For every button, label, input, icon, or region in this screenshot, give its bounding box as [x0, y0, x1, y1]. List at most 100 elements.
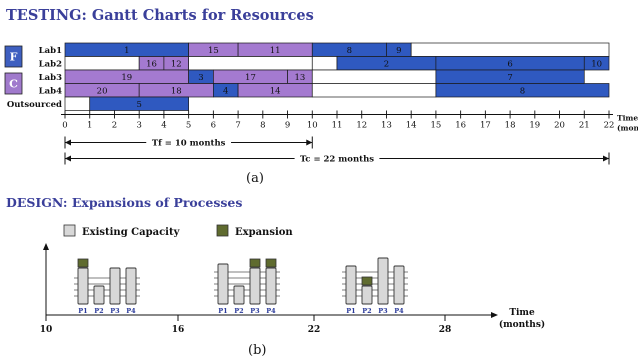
time-tick-label: 16: [172, 325, 185, 335]
gantt-bar-label: 18: [171, 87, 182, 97]
x-tick-label: 10: [307, 121, 318, 131]
gantt-bar-label: 16: [146, 60, 157, 70]
span-arrow-left: [65, 155, 71, 162]
gantt-bar-label: 14: [270, 87, 281, 97]
legend-existing-label: Existing Capacity: [82, 227, 181, 238]
x-tick-label: 15: [430, 121, 441, 131]
span-label: Tc = 22 months: [300, 155, 374, 165]
process-column: [109, 267, 121, 305]
group-badge-label: F: [10, 51, 18, 64]
span-label: Tf = 10 months: [152, 139, 226, 149]
gantt-bar-label: 9: [396, 46, 401, 56]
caption-b: (b): [248, 343, 267, 358]
process-label: P2: [234, 307, 243, 315]
row-label: Lab1: [39, 46, 62, 56]
process-label: P1: [78, 307, 87, 315]
process-column: [233, 285, 245, 305]
gantt-bar-label: 1: [124, 46, 129, 56]
x-tick-label: 9: [285, 121, 290, 131]
group-badge-c: [4, 72, 23, 95]
design-title: DESIGN: Expansions of Processes: [6, 195, 243, 210]
process-column: [93, 285, 105, 305]
process-column: [125, 267, 137, 305]
group-badge-label: C: [9, 78, 18, 91]
gantt-bar-label: 20: [97, 87, 108, 97]
y-axis-arrow: [43, 243, 49, 250]
x-tick-label: 2: [112, 121, 117, 131]
gantt-bar-label: 4: [223, 87, 228, 97]
x-tick-label: 11: [332, 121, 343, 131]
gantt-bar-label: 8: [347, 46, 352, 56]
gantt-bar: [583, 56, 610, 71]
x-tick-label: 21: [579, 121, 590, 131]
x-tick-label: 6: [211, 121, 216, 131]
process-column: [377, 257, 389, 305]
gantt-bar: [435, 83, 610, 98]
row-label: Lab3: [39, 73, 62, 83]
row-label: Lab4: [39, 87, 62, 97]
process-label: P1: [218, 307, 227, 315]
expansion-block: [77, 258, 89, 268]
x-tick-label: 19: [529, 121, 540, 131]
legend-expansion-swatch: [216, 224, 229, 237]
x-axis-label: Time: [617, 114, 638, 123]
process-column: [77, 267, 89, 305]
x-tick-label: 22: [604, 121, 615, 131]
gantt-bar-label: 19: [121, 73, 132, 83]
time-tick-label: 28: [439, 325, 452, 335]
x-tick-label: 8: [260, 121, 265, 131]
process-column: [361, 285, 373, 305]
expansion-block: [249, 258, 261, 268]
time-axis-label: Time: [509, 308, 535, 318]
gantt-bar-label: 3: [198, 73, 203, 83]
x-tick-label: 17: [480, 121, 491, 131]
time-tick-label: 10: [40, 325, 53, 335]
gantt-bar-label: 15: [208, 46, 219, 56]
x-tick-label: 0: [62, 121, 67, 131]
gantt-bar-label: 13: [294, 73, 305, 83]
gantt-bar-label: 6: [507, 60, 512, 70]
process-label: P4: [394, 307, 404, 315]
x-tick-label: 7: [235, 121, 240, 131]
x-axis-label-unit: (months): [617, 124, 638, 133]
legend-expansion-label: Expansion: [235, 227, 293, 238]
expansion-block: [265, 258, 277, 268]
span-arrow-right: [306, 139, 313, 146]
x-tick-label: 5: [186, 121, 191, 131]
process-label: P4: [126, 307, 136, 315]
x-tick-label: 18: [505, 121, 516, 131]
span-arrow-right: [603, 155, 609, 162]
gantt-bar-label: 7: [507, 73, 512, 83]
gantt-bar-label: 5: [136, 100, 141, 110]
x-tick-label: 12: [356, 121, 367, 131]
process-label: P2: [94, 307, 103, 315]
gantt-bar-label: 12: [171, 60, 182, 70]
time-axis-unit: (months): [499, 319, 545, 330]
row-label: Lab2: [39, 60, 62, 70]
caption-a: (a): [246, 171, 264, 186]
process-label: P1: [346, 307, 355, 315]
expansion-block: [361, 276, 373, 286]
row-label: Outsourced: [7, 100, 62, 110]
x-tick-label: 3: [136, 121, 141, 131]
x-tick-label: 16: [455, 121, 466, 131]
gantt-bar-label: 17: [245, 73, 256, 83]
process-column: [217, 263, 229, 305]
process-column: [393, 265, 405, 305]
gantt-bar-label: 11: [270, 46, 281, 56]
gantt-bar-label: 2: [384, 60, 389, 70]
process-label: P3: [378, 307, 388, 315]
gantt-bar-label: 10: [591, 60, 602, 70]
process-label: P3: [110, 307, 120, 315]
process-label: P4: [266, 307, 276, 315]
legend-existing-swatch: [63, 224, 76, 237]
process-label: P2: [362, 307, 371, 315]
x-tick-label: 4: [161, 121, 166, 131]
span-arrow-left: [65, 139, 71, 146]
group-badge-f: [4, 45, 23, 68]
process-column: [265, 267, 277, 305]
process-column: [249, 267, 261, 305]
x-tick-label: 20: [554, 121, 565, 131]
